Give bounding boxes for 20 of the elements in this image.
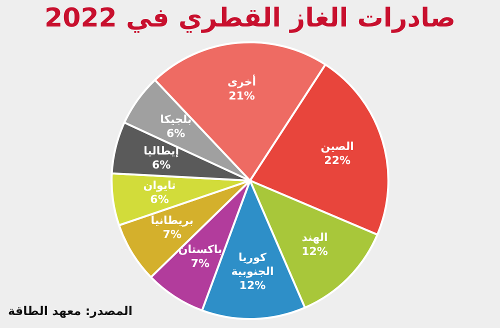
data-label: 21% [228,89,255,102]
text: المصدر: معهد الطاقة [8,304,132,318]
slice-label: الهند [302,230,328,244]
slice-label: الصين [320,140,354,153]
slice-label: تايوان [143,179,176,192]
slice-label: كوريا الجنوبية [231,250,274,278]
data-label: 7% [162,228,182,242]
data-label: 22% [324,154,351,167]
slice-label: باكستان [178,243,222,256]
slice-label: إيطاليا [144,144,180,158]
data-label: 12% [239,278,266,292]
chart-title: صادرات الغاز القطري في 2022 [44,3,456,34]
data-label: 6% [150,193,169,206]
slice-label: بريطانيا [150,214,194,228]
data-label: 6% [152,158,171,172]
data-label: 12% [302,244,328,258]
slice-label: بلجيكا [160,113,192,126]
data-label: 7% [190,257,210,270]
slice-label: أخرى [227,74,256,88]
data-label: 6% [166,127,186,140]
